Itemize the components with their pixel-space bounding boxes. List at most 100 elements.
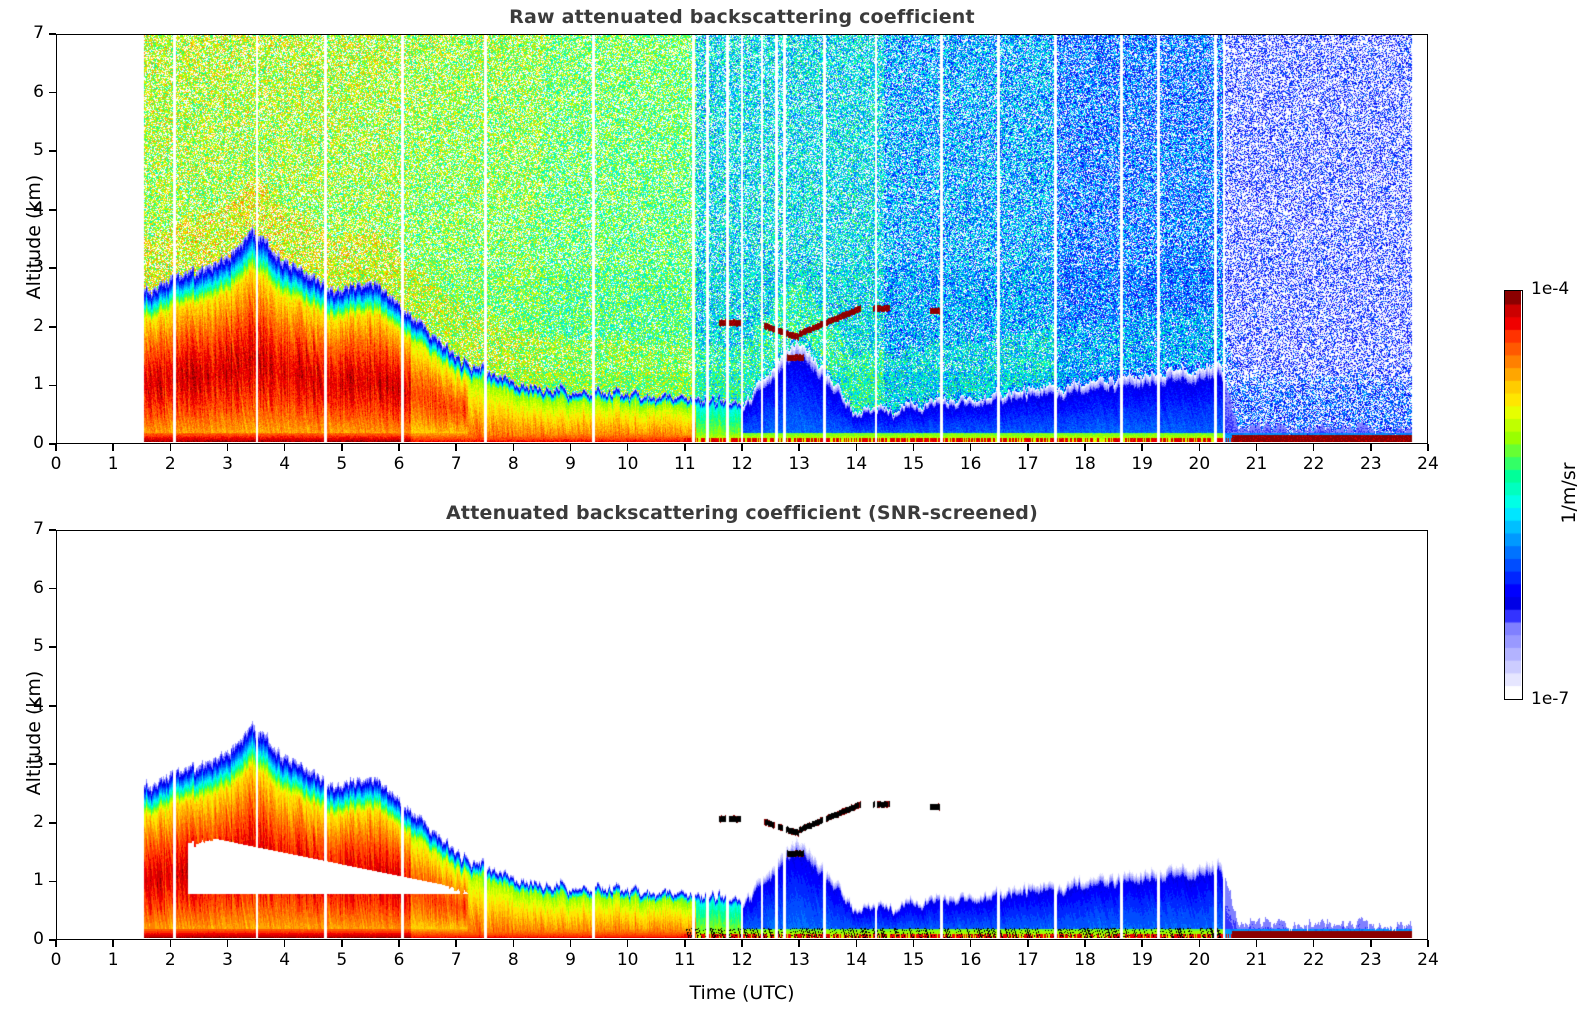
x-tick (626, 940, 629, 947)
x-tick (1312, 940, 1315, 947)
x-tick (169, 444, 172, 451)
x-tick-label: 7 (450, 950, 462, 970)
x-tick-label: 21 (1245, 454, 1268, 474)
x-tick-label: 19 (1131, 454, 1153, 474)
x-tick-label: 13 (788, 950, 810, 970)
x-tick (226, 444, 229, 451)
x-tick (112, 444, 114, 451)
colorbar (1504, 290, 1523, 700)
y-tick-label: 5 (33, 636, 44, 657)
x-tick (55, 940, 57, 947)
y-tick-label: 0 (33, 929, 44, 949)
x-tick-label: 22 (1302, 950, 1325, 970)
colorbar-max-label: 1e-4 (1531, 279, 1570, 299)
x-tick (1427, 444, 1429, 451)
x-tick (283, 940, 286, 947)
x-tick (1141, 940, 1143, 947)
x-tick-label: 22 (1302, 454, 1325, 474)
x-tick-label: 4 (279, 950, 291, 970)
y-tick-label: 3 (33, 753, 44, 774)
y-tick-label: 1 (33, 374, 44, 395)
x-tick (569, 940, 572, 947)
plot-area-raw (56, 34, 1428, 444)
y-tick (49, 443, 56, 445)
x-tick-label: 6 (393, 950, 405, 970)
y-tick (49, 880, 56, 883)
heatmap-canvas-raw (57, 35, 1426, 442)
x-tick-label: 0 (50, 950, 62, 970)
x-tick-label: 24 (1417, 950, 1439, 970)
x-tick (341, 940, 343, 947)
x-tick-label: 12 (731, 950, 753, 970)
x-tick (512, 940, 515, 947)
x-tick-label: 5 (336, 950, 348, 970)
x-tick (855, 940, 858, 947)
x-tick (626, 444, 629, 451)
x-tick-label: 3 (222, 454, 233, 474)
x-tick (1255, 940, 1258, 947)
x-tick-label: 15 (902, 950, 925, 970)
x-tick (855, 444, 858, 451)
x-tick (283, 444, 286, 451)
x-tick-label: 20 (1188, 950, 1211, 970)
plot-area-screened (56, 530, 1428, 940)
y-tick (49, 208, 56, 211)
x-tick-label: 18 (1074, 950, 1096, 970)
x-tick (569, 444, 572, 451)
y-tick-label: 4 (33, 694, 44, 715)
x-tick-label: 10 (616, 454, 639, 474)
y-tick (49, 646, 56, 648)
y-tick (49, 150, 56, 152)
x-tick-label: 21 (1245, 950, 1268, 970)
x-tick (455, 940, 457, 947)
panel-title-raw: Raw attenuated backscattering coefficien… (509, 6, 975, 28)
x-tick (1198, 940, 1201, 947)
x-tick-label: 20 (1188, 454, 1211, 474)
x-tick-label: 16 (959, 454, 982, 474)
y-tick-label: 4 (33, 198, 44, 219)
x-tick-label: 7 (450, 454, 462, 474)
x-tick-label: 14 (845, 454, 868, 474)
x-tick-label: 3 (222, 950, 233, 970)
y-tick-label: 6 (33, 577, 44, 598)
x-tick (1370, 444, 1372, 451)
colorbar-min-label: 1e-7 (1531, 689, 1570, 709)
x-tick-label: 23 (1360, 454, 1382, 474)
x-tick-label: 23 (1360, 950, 1382, 970)
y-tick (49, 939, 56, 941)
x-tick-label: 13 (788, 454, 810, 474)
panel-title-screened: Attenuated backscattering coefficient (S… (446, 502, 1038, 524)
y-tick (49, 326, 56, 328)
y-tick (49, 822, 56, 824)
x-tick-label: 17 (1017, 950, 1039, 970)
y-tick-label: 0 (33, 433, 44, 453)
x-tick (1198, 444, 1201, 451)
x-tick (1255, 444, 1258, 451)
x-tick-label: 12 (731, 454, 753, 474)
x-tick-label: 11 (674, 454, 696, 474)
x-tick (226, 940, 229, 947)
x-tick (398, 444, 400, 451)
y-tick (49, 587, 56, 590)
y-tick-label: 5 (33, 140, 44, 161)
y-tick (49, 33, 56, 35)
x-tick (969, 444, 972, 451)
y-tick (49, 763, 56, 766)
heatmap-canvas-screened (57, 531, 1426, 938)
x-tick (512, 444, 515, 451)
y-tick (49, 704, 56, 707)
colorbar-canvas (1505, 291, 1521, 698)
x-tick (398, 940, 400, 947)
x-tick (55, 444, 57, 451)
x-tick-label: 15 (902, 454, 925, 474)
x-tick-label: 2 (164, 950, 176, 970)
colorbar-unit-label: 1/m/sr (1558, 462, 1580, 524)
x-tick (112, 940, 114, 947)
x-tick-label: 1 (107, 454, 119, 474)
x-tick (798, 940, 800, 947)
x-tick (912, 940, 915, 947)
x-tick-label: 6 (393, 454, 405, 474)
x-tick (341, 444, 343, 451)
x-tick (1027, 444, 1029, 451)
